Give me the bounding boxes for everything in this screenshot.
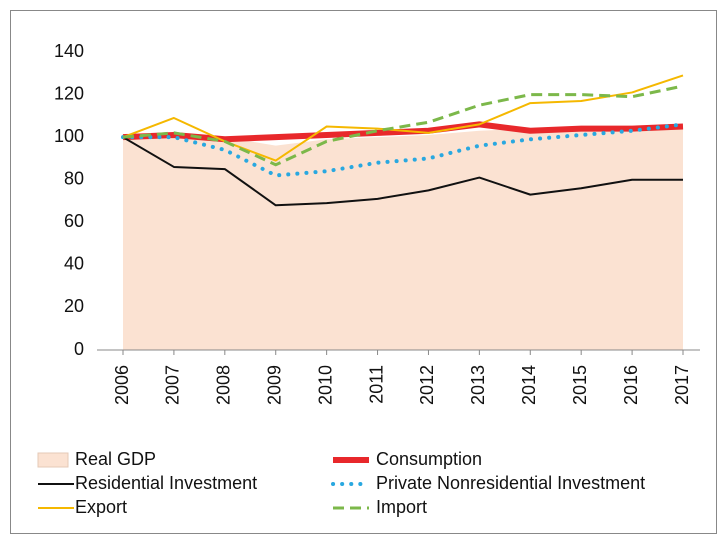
y-tick-label: 60	[64, 211, 84, 231]
x-tick-label: 2015	[570, 365, 590, 405]
y-tick-label: 120	[54, 83, 84, 103]
x-tick-label: 2006	[112, 365, 132, 405]
x-tick-label: 2009	[264, 365, 284, 405]
x-tick-label: 2013	[468, 365, 488, 405]
line	[122, 84, 684, 167]
x-tick-label: 2007	[163, 365, 183, 405]
legend-label: Real GDP	[75, 449, 156, 469]
area	[123, 124, 683, 350]
x-tick-label: 2017	[672, 365, 692, 405]
x-tick-label: 2012	[417, 365, 437, 405]
y-tick-label: 40	[64, 254, 84, 274]
legend-swatch	[37, 452, 69, 468]
y-tick-label: 140	[54, 41, 84, 61]
x-tick-label: 2016	[621, 365, 641, 405]
x-tick-label: 2008	[214, 365, 234, 405]
legend-label: Export	[75, 497, 127, 517]
legend-label: Residential Investment	[75, 473, 257, 493]
y-tick-label: 100	[54, 126, 84, 146]
x-tick-label: 2010	[315, 365, 335, 405]
x-tick-label: 2011	[366, 365, 386, 404]
x-tick-label: 2014	[519, 365, 539, 405]
legend-label: Private Nonresidential Investment	[376, 473, 645, 493]
y-tick-label: 20	[64, 296, 84, 316]
y-tick-label: 0	[74, 339, 84, 359]
line	[122, 136, 683, 207]
legend-label: Consumption	[376, 449, 482, 469]
legend-label: Import	[376, 497, 427, 517]
line	[122, 74, 684, 162]
y-tick-label: 80	[64, 168, 84, 188]
